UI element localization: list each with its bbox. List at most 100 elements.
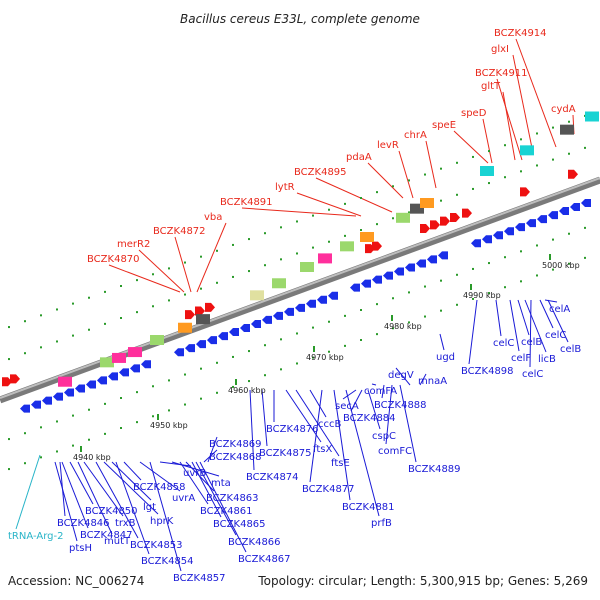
- lower-gene-label: BCZK4858: [133, 482, 186, 493]
- upper-gene-label: speE: [432, 120, 456, 131]
- lower-gene-label: celC: [522, 369, 543, 380]
- guide-dot: [168, 299, 170, 302]
- lower-gene-label: celF: [511, 353, 531, 364]
- guide-dot: [88, 328, 90, 331]
- reverse-gene-arrow: [174, 348, 184, 357]
- gene-block: [272, 278, 286, 289]
- reverse-gene-arrow: [273, 311, 283, 320]
- reverse-gene-arrow: [361, 279, 371, 288]
- lower-gene-label: cccB: [318, 419, 341, 430]
- guide-dot: [200, 287, 202, 290]
- guide-dot: [8, 326, 10, 329]
- lower-gene-label: ptsH: [69, 543, 92, 554]
- guide-dot: [376, 191, 378, 194]
- label-connector-line: [539, 299, 554, 329]
- guide-dot: [376, 303, 378, 306]
- lower-gene-label: cspC: [372, 431, 396, 442]
- reverse-gene-arrow: [471, 239, 481, 248]
- guide-dot: [296, 220, 298, 223]
- upper-gene-label: BCZK4895: [294, 167, 347, 178]
- guide-dot: [40, 314, 42, 317]
- kbp-tick-label: 4970 kbp: [306, 353, 344, 362]
- label-connector-line: [399, 384, 417, 463]
- kbp-tick-label: 4980 kbp: [384, 322, 422, 331]
- lower-gene-label: BCZK4865: [213, 519, 266, 530]
- guide-dot: [392, 297, 394, 300]
- reverse-gene-arrow: [130, 364, 140, 373]
- guide-dot: [56, 340, 58, 343]
- guide-dot: [520, 138, 522, 141]
- label-connector-line: [515, 38, 557, 148]
- upper-gene-label: pdaA: [346, 152, 372, 163]
- lower-gene-label: mta: [211, 478, 231, 489]
- reverse-gene-arrow: [317, 295, 327, 304]
- lower-gene-label: celC: [545, 330, 566, 341]
- lower-gene-label: BCZK4875: [259, 448, 312, 459]
- reverse-gene-arrow: [108, 372, 118, 381]
- guide-dot: [312, 326, 314, 329]
- guide-dot: [504, 176, 506, 179]
- guide-dot: [88, 408, 90, 411]
- lower-gene-label: BCZK4876: [266, 424, 319, 435]
- guide-dot: [168, 267, 170, 270]
- guide-dot: [392, 217, 394, 220]
- label-connector-line: [15, 454, 41, 530]
- lower-gene-label: mutT: [104, 536, 131, 547]
- guide-dot: [248, 350, 250, 353]
- lower-gene-label: comFA: [364, 386, 397, 397]
- label-connector-line: [502, 91, 516, 161]
- topology-summary-text: Topology: circular; Length: 5,300,915 bp…: [257, 574, 588, 588]
- lower-gene-label: BCZK4877: [302, 484, 355, 495]
- kbp-tick-label: 4960 kbp: [228, 386, 266, 395]
- forward-gene-arrow: [185, 310, 195, 320]
- guide-dot: [232, 243, 234, 246]
- upper-gene-label: chrA: [404, 130, 427, 141]
- guide-dot: [488, 150, 490, 153]
- reverse-gene-arrow: [284, 307, 294, 316]
- reverse-gene-arrow: [438, 251, 448, 260]
- guide-dot: [248, 238, 250, 241]
- reverse-gene-arrow: [570, 203, 580, 211]
- guide-dot: [488, 292, 490, 295]
- gene-block: [178, 322, 192, 333]
- label-connector-line: [139, 461, 181, 492]
- guide-dot: [424, 315, 426, 318]
- label-connector-line: [285, 389, 322, 443]
- label-connector-line: [495, 299, 502, 337]
- guide-dot: [8, 438, 10, 441]
- guide-dot: [120, 427, 122, 429]
- guide-dot: [232, 355, 234, 358]
- gene-block: [520, 145, 534, 156]
- lower-gene-label: lgt: [143, 502, 156, 513]
- guide-dot: [488, 262, 490, 265]
- reverse-gene-arrow: [240, 324, 250, 332]
- guide-dot: [72, 302, 74, 305]
- guide-dot: [8, 468, 10, 471]
- kbp-tick-label: 4940 kbp: [73, 453, 111, 462]
- label-connector-line: [199, 461, 247, 553]
- upper-gene-label: merR2: [117, 239, 150, 250]
- forward-gene-arrow: [195, 306, 205, 316]
- label-connector-line: [207, 436, 218, 463]
- reverse-gene-arrow: [229, 328, 239, 337]
- gene-block: [150, 335, 164, 345]
- gene-features: [2, 111, 599, 413]
- gene-block: [100, 357, 114, 368]
- guide-dot: [344, 202, 346, 205]
- upper-gene-label: vba: [204, 212, 222, 223]
- guide-dot: [312, 214, 314, 217]
- kbp-ticks: 4940 kbp 4950 kbp 4960 kbp 4970 kbp 4980 kbp…: [73, 254, 580, 462]
- lower-gene-label: BCZK4889: [408, 464, 461, 475]
- reverse-gene-arrow: [97, 376, 107, 385]
- guide-dot: [568, 120, 570, 123]
- label-connector-line: [159, 461, 192, 467]
- guide-dot: [88, 296, 90, 299]
- reverse-gene-arrow: [416, 259, 426, 268]
- guide-dot: [216, 249, 218, 252]
- guide-dot: [152, 305, 154, 308]
- label-connector-line: [149, 461, 182, 572]
- forward-gene-arrow: [372, 241, 382, 251]
- label-connector-line: [138, 249, 185, 293]
